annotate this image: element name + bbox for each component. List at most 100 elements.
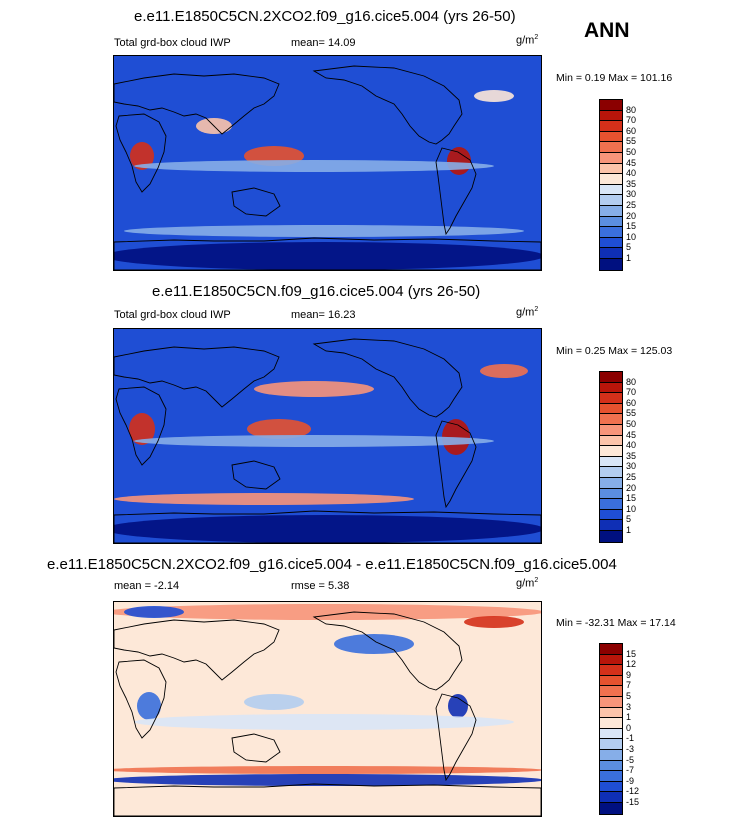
colorbar-swatch [600, 382, 622, 394]
colorbar-tick-label: 55 [626, 136, 637, 147]
colorbar-swatch [600, 435, 622, 447]
coastline [115, 386, 167, 466]
colorbar-tick-label: 10 [626, 231, 637, 242]
panel-3-rmse: rmse = 5.38 [291, 580, 350, 592]
coastline [435, 147, 477, 236]
colorbar-tick-label: 15 [626, 648, 637, 659]
colorbar-tick-label: 60 [626, 125, 637, 136]
field-contour [114, 515, 541, 543]
colorbar-tick-label: -12 [626, 786, 640, 797]
colorbar-tick-label: 25 [626, 200, 637, 210]
colorbar-swatch [600, 802, 622, 814]
colorbar-tick-label: 70 [626, 387, 637, 398]
colorbar-tick-label: 35 [626, 450, 637, 461]
colorbar-swatch [600, 372, 622, 383]
field-contour [254, 381, 374, 397]
colorbar-swatch [600, 110, 622, 122]
colorbar-tick-label: 12 [626, 659, 637, 670]
colorbar-tick-label: 35 [626, 178, 637, 189]
colorbar-tick-label: 15 [626, 221, 637, 232]
colorbar-tick-label: 15 [626, 493, 637, 504]
coastline [114, 510, 541, 543]
colorbar-swatch [600, 665, 622, 676]
colorbar-swatch [600, 530, 622, 542]
colorbar-swatch [600, 456, 622, 468]
colorbar-frame [599, 371, 623, 543]
colorbar-tick-label: 5 [626, 691, 632, 701]
colorbar-tick-label: 5 [626, 514, 632, 525]
field-contour [114, 242, 541, 270]
panel-3-map [113, 601, 542, 817]
coastline [312, 611, 463, 691]
season-label: ANN [584, 19, 630, 42]
panel-1-units: g/m2 [516, 34, 539, 47]
colorbar-tick-label: 30 [626, 189, 637, 200]
colorbar-tick-label: 1 [626, 253, 632, 263]
colorbar-swatch [600, 216, 622, 228]
field-contour [114, 604, 541, 620]
colorbar-swatch [600, 205, 622, 217]
colorbar-swatch [600, 749, 622, 761]
colorbar-swatch [600, 792, 622, 803]
colorbar-swatch [600, 520, 622, 531]
colorbar-swatch [600, 760, 622, 772]
field-contour [130, 142, 154, 170]
colorbar-swatch [600, 142, 622, 153]
colorbar-swatch [600, 696, 622, 708]
panel-3-mean: mean = -2.14 [114, 580, 180, 592]
coastline [114, 783, 541, 816]
panel-1-map [113, 55, 542, 271]
colorbar-tick-label: 80 [626, 376, 637, 387]
colorbar-swatch [600, 675, 622, 687]
panel-1-variable-label: Total grd-box cloud IWP [114, 37, 231, 49]
colorbar-frame [599, 99, 623, 271]
panel-2-units: g/m2 [516, 306, 539, 319]
coastline [114, 346, 280, 408]
colorbar-swatch [600, 131, 622, 143]
coastline [231, 187, 281, 217]
colorbar-tick-label: 30 [626, 461, 637, 472]
colorbar-swatch [600, 771, 622, 782]
colorbar-swatch [600, 446, 622, 457]
field-contour [129, 413, 155, 445]
colorbar-tick-label: 0 [626, 722, 632, 733]
colorbar-swatch [600, 195, 622, 206]
coastline [114, 619, 280, 681]
colorbar-swatch [600, 163, 622, 175]
coastline [435, 693, 477, 782]
colorbar-tick-label: -7 [626, 765, 635, 776]
colorbar-tick-label: -3 [626, 744, 635, 754]
colorbar-swatch [600, 424, 622, 436]
colorbar-swatch [600, 644, 622, 655]
colorbar-swatch [600, 152, 622, 164]
colorbar-swatch [600, 707, 622, 719]
colorbar-tick-label: 10 [626, 503, 637, 514]
field-contour [134, 435, 494, 447]
field-contour [137, 692, 161, 720]
colorbar-tick-label: -1 [626, 733, 635, 744]
colorbar-swatch [600, 121, 622, 132]
colorbar-swatch [600, 467, 622, 478]
panel-2-title: e.e11.E1850C5CN.f09_g16.cice5.004 (yrs 2… [152, 283, 481, 300]
colorbar-swatch [600, 477, 622, 489]
field-contour [474, 90, 514, 102]
field-contour [448, 694, 468, 718]
panel-1-minmax: Min = 0.19 Max = 101.16 [556, 72, 673, 84]
colorbar-swatch [600, 781, 622, 793]
colorbar-tick-label: -15 [626, 797, 640, 807]
panel-3-minmax: Min = -32.31 Max = 17.14 [556, 617, 676, 629]
colorbar-tick-label: 25 [626, 472, 637, 482]
colorbar-swatch [600, 227, 622, 238]
colorbar-swatch [600, 403, 622, 415]
field-contour [134, 714, 514, 730]
coastline [114, 73, 280, 135]
field-contour [244, 694, 304, 710]
field-contour [334, 634, 414, 654]
coastline [114, 237, 541, 270]
colorbar-tick-label: 1 [626, 712, 632, 723]
panel-2-variable-label: Total grd-box cloud IWP [114, 309, 231, 321]
colorbar-tick-label: 20 [626, 210, 637, 221]
colorbar-tick-label: 40 [626, 168, 637, 179]
colorbar-swatch [600, 499, 622, 510]
panel-3-units: g/m2 [516, 577, 539, 590]
